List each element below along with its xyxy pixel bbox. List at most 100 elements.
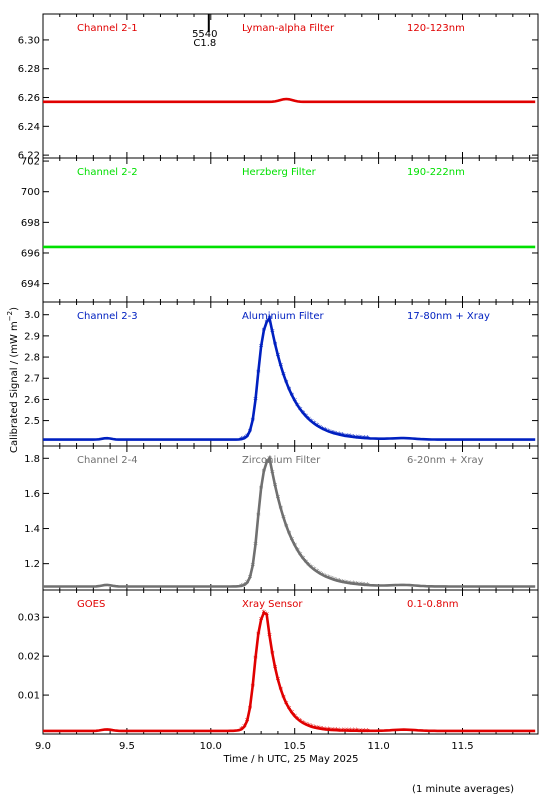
data-point: * <box>256 512 261 522</box>
data-point: * <box>281 693 286 703</box>
data-point: * <box>362 435 367 445</box>
channel-label: GOES <box>77 599 105 610</box>
data-point: * <box>332 727 337 737</box>
data-point: * <box>239 726 244 736</box>
panel-3: 2.52.62.72.82.93.0**********************… <box>24 301 539 447</box>
data-point: * <box>287 386 292 396</box>
data-point: * <box>354 727 359 737</box>
data-point: * <box>242 723 247 733</box>
data-point: * <box>343 432 348 442</box>
panel-frame <box>42 157 539 303</box>
data-point: * <box>273 482 278 492</box>
data-point: * <box>309 723 314 733</box>
data-point: * <box>362 727 367 737</box>
data-point: * <box>351 580 356 590</box>
data-point: * <box>320 572 325 582</box>
data-point: * <box>329 429 334 439</box>
data-point: * <box>295 402 300 412</box>
data-point: * <box>365 727 370 737</box>
data-point: * <box>323 573 328 583</box>
flare-annotation-class: C1.8 <box>193 38 216 49</box>
data-point: * <box>273 664 278 674</box>
data-point: * <box>270 469 275 479</box>
data-point: * <box>326 428 331 438</box>
x-tick-label: 10.5 <box>284 741 306 752</box>
data-point: * <box>281 371 286 381</box>
data-point: * <box>332 430 337 440</box>
band-label: 120-123nm <box>407 23 465 34</box>
data-point: * <box>315 422 320 432</box>
data-point: * <box>334 430 339 440</box>
data-point: * <box>250 416 255 426</box>
x-tick-label: 10.0 <box>200 741 222 752</box>
y-tick-label: 694 <box>21 279 40 290</box>
data-point: * <box>292 542 297 552</box>
data-point: * <box>351 727 356 737</box>
data-point: * <box>306 416 311 426</box>
data-point: * <box>253 654 258 664</box>
chart-panels: 6.22 6.24 6.26 6.28 6.30 Channel 2-1 Lyman-alp… <box>18 13 539 752</box>
data-point: * <box>287 705 292 715</box>
data-point: * <box>284 522 289 532</box>
data-point: * <box>273 341 278 351</box>
data-point: * <box>290 392 295 402</box>
band-label: 0.1-0.8nm <box>407 599 459 610</box>
channel-label: Channel 2-1 <box>77 23 138 34</box>
data-point: * <box>318 424 323 434</box>
data-point: * <box>298 718 303 728</box>
data-point: * <box>298 406 303 416</box>
data-point: * <box>309 418 314 428</box>
data-point: * <box>326 574 331 584</box>
data-point: * <box>301 555 306 565</box>
data-point: * <box>301 410 306 420</box>
data-point: * <box>276 494 281 504</box>
data-point: * <box>320 726 325 736</box>
data-point: * <box>337 431 342 441</box>
data-point: * <box>354 581 359 591</box>
band-label: 17-80nm + Xray <box>407 311 490 322</box>
data-point: * <box>348 433 353 443</box>
x-tick-label: 9.0 <box>35 741 51 752</box>
data-point: * <box>239 582 244 592</box>
y-tick-label: 696 <box>21 248 40 259</box>
data-point: * <box>312 420 317 430</box>
y-tick-label: 1.8 <box>24 454 40 465</box>
series-3: ****************************************… <box>43 315 536 446</box>
y-tick-label: 702 <box>21 157 40 168</box>
data-point: * <box>278 505 283 515</box>
x-axis-label: Time / h UTC, 25 May 2025 <box>222 754 358 765</box>
data-point: * <box>306 722 311 732</box>
data-point: * <box>253 396 258 406</box>
data-point: * <box>334 727 339 737</box>
series-4: ****************************************… <box>43 455 536 592</box>
y-tick-label: 0.03 <box>18 613 40 624</box>
data-point: * <box>340 578 345 588</box>
data-point: * <box>360 727 365 737</box>
filter-label: Herzberg Filter <box>242 167 317 178</box>
data-point: * <box>360 581 365 591</box>
data-point: * <box>245 717 250 727</box>
data-point: * <box>292 397 297 407</box>
data-point: * <box>351 434 356 444</box>
data-point: * <box>323 427 328 437</box>
y-axis-label: Calibrated Signal / (mW m−2) <box>6 307 20 453</box>
data-point: * <box>262 609 267 619</box>
channel-label: Channel 2-4 <box>77 455 138 466</box>
data-point: * <box>298 551 303 561</box>
panel-5: 0.010.020.03****************************… <box>18 589 539 737</box>
data-point: * <box>312 566 317 576</box>
data-point: * <box>365 435 370 445</box>
x-tick-label: 9.5 <box>119 741 135 752</box>
data-point: * <box>343 727 348 737</box>
data-point: * <box>284 379 289 389</box>
band-label: 6-20nm + Xray <box>407 455 484 466</box>
data-point: * <box>304 558 309 568</box>
data-point: * <box>281 514 286 524</box>
channel-label: Channel 2-2 <box>77 167 138 178</box>
data-point: * <box>315 568 320 578</box>
y-tick-label: 700 <box>21 187 40 198</box>
data-point: * <box>329 575 334 585</box>
data-point: * <box>320 425 325 435</box>
panel-frame <box>42 589 539 735</box>
